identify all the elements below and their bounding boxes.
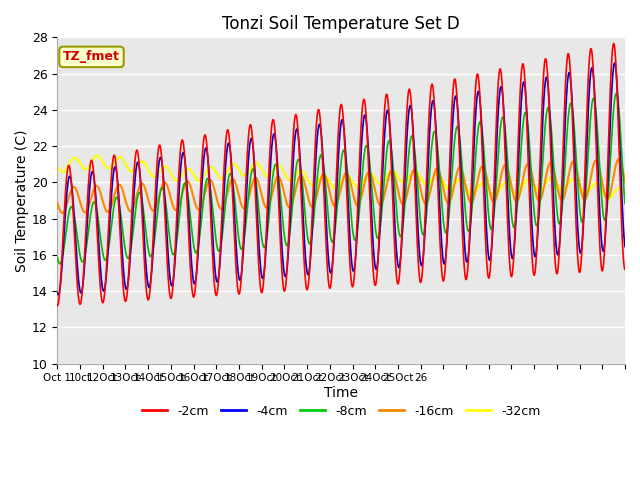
Y-axis label: Soil Temperature (C): Soil Temperature (C) <box>15 129 29 272</box>
X-axis label: Time: Time <box>324 386 358 400</box>
Title: Tonzi Soil Temperature Set D: Tonzi Soil Temperature Set D <box>222 15 460 33</box>
Legend: -2cm, -4cm, -8cm, -16cm, -32cm: -2cm, -4cm, -8cm, -16cm, -32cm <box>137 400 545 423</box>
Text: TZ_fmet: TZ_fmet <box>63 50 120 63</box>
